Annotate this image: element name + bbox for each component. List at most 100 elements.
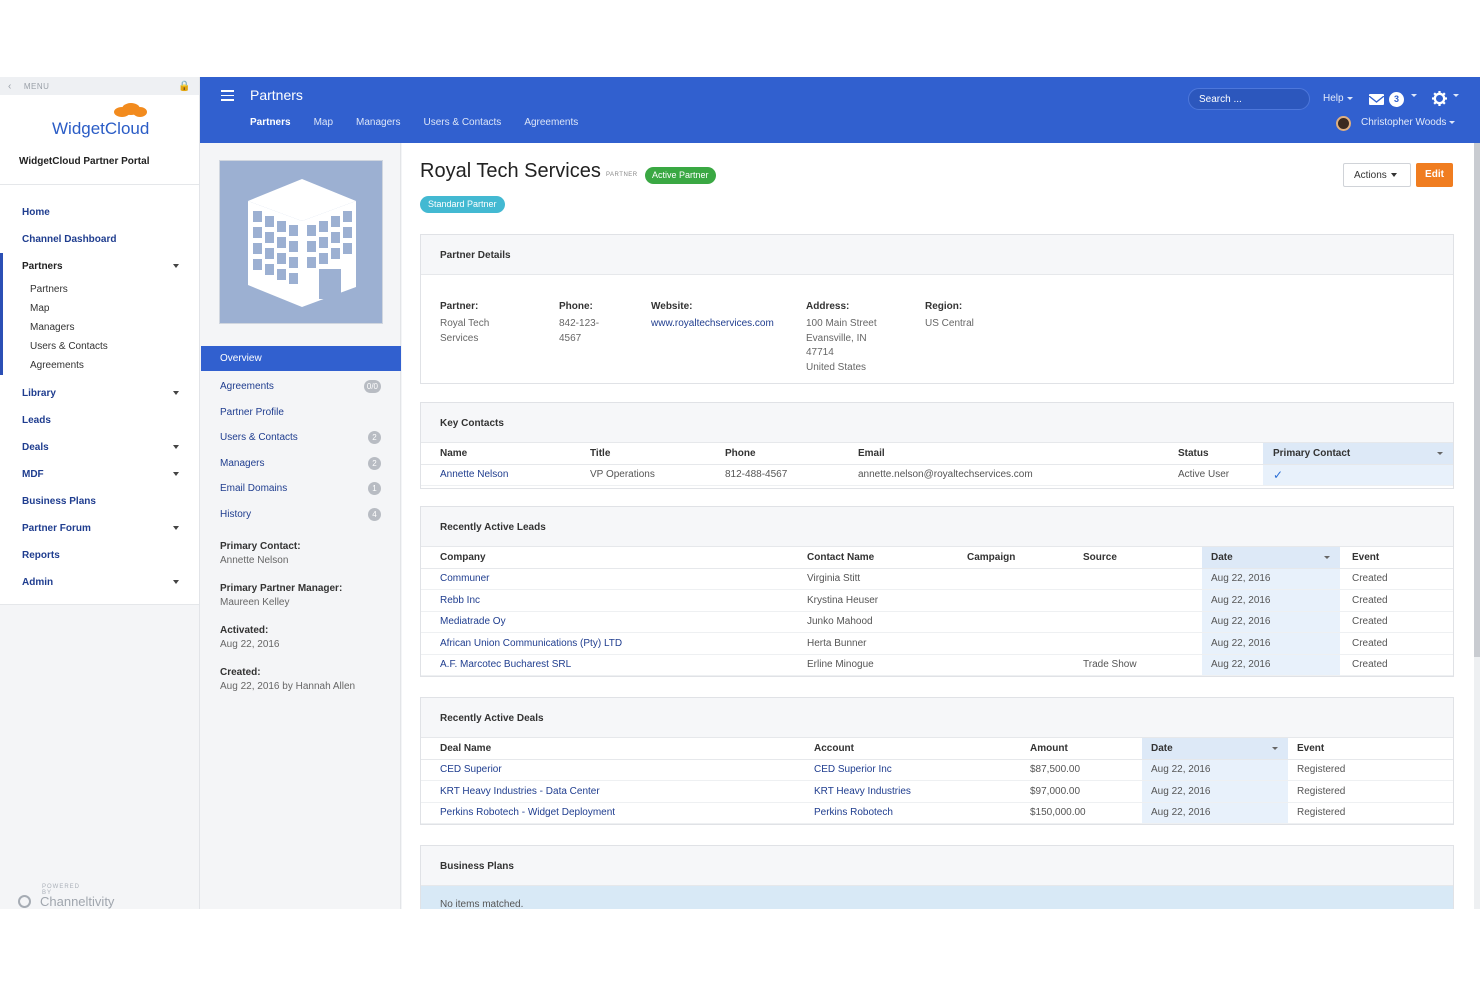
column-header[interactable]: Campaign	[948, 547, 1064, 569]
nav-sub-users-contacts[interactable]: Users & Contacts	[30, 341, 108, 352]
powered-by-name[interactable]: Channeltivity	[40, 894, 115, 909]
table-cell: Aug 22, 2016	[1202, 589, 1340, 612]
nav-sub-agreements[interactable]: Agreements	[30, 360, 84, 371]
column-header-sorted[interactable]: Date	[1202, 547, 1340, 569]
nav-reports[interactable]: Reports	[22, 550, 60, 561]
mail-icon[interactable]	[1368, 94, 1385, 105]
column-header[interactable]: Name	[421, 443, 571, 465]
field-label: Website:	[651, 301, 693, 312]
side-agreements[interactable]: Agreements 0/0	[201, 374, 401, 400]
primary-contact-value: Annette Nelson	[220, 555, 289, 566]
user-menu[interactable]: Christopher Woods	[1361, 117, 1456, 128]
hamburger-icon[interactable]	[221, 90, 234, 104]
contact-name-link[interactable]: Annette Nelson	[421, 464, 571, 486]
nav-leads[interactable]: Leads	[22, 415, 51, 426]
tab-partners[interactable]: Partners	[250, 117, 291, 128]
nav-admin[interactable]: Admin	[0, 569, 199, 596]
avatar[interactable]	[1336, 116, 1351, 131]
deal-name-link[interactable]: CED Superior	[421, 759, 795, 781]
help-menu[interactable]: Help	[1323, 93, 1353, 104]
checkmark-icon: ✓	[1273, 467, 1284, 482]
column-header[interactable]: Phone	[706, 443, 839, 465]
lock-icon[interactable]: 🔒	[178, 80, 191, 92]
nav-home[interactable]: Home	[22, 207, 50, 218]
column-header[interactable]: Company	[421, 547, 788, 569]
company-link[interactable]: Communer	[421, 568, 788, 590]
menu-bar: ‹ MENU 🔒	[0, 77, 199, 95]
company-link[interactable]: Mediatrade Oy	[421, 611, 788, 633]
company-link[interactable]: A.F. Marcotec Bucharest SRL	[421, 654, 788, 676]
edit-button[interactable]: Edit	[1416, 163, 1453, 187]
nav-business-plans[interactable]: Business Plans	[22, 496, 96, 507]
table-row: CED Superior CED Superior Inc $87,500.00…	[421, 759, 1453, 781]
side-item-label: Users & Contacts	[220, 432, 298, 444]
account-link[interactable]: CED Superior Inc	[795, 759, 1011, 781]
nav-sub-map[interactable]: Map	[30, 303, 50, 314]
table-cell: Krystina Heuser	[788, 589, 948, 612]
nav-sub-partners[interactable]: Partners	[30, 284, 68, 295]
side-item-label: Agreements	[220, 381, 274, 393]
column-header-sorted[interactable]: Date	[1142, 738, 1288, 760]
column-header-sorted[interactable]: Primary Contact	[1263, 443, 1453, 465]
side-history[interactable]: History 4	[201, 502, 401, 528]
search-input[interactable]: Search ...	[1188, 88, 1310, 110]
nav-sub-managers[interactable]: Managers	[30, 322, 75, 333]
deal-name-link[interactable]: KRT Heavy Industries - Data Center	[421, 780, 795, 803]
column-header[interactable]: Email	[839, 443, 1159, 465]
website-link[interactable]: www.royaltechservices.com	[651, 318, 774, 329]
account-link[interactable]: KRT Heavy Industries	[795, 780, 1011, 803]
side-managers[interactable]: Managers 2	[201, 451, 401, 477]
header-tabs: Partners Map Managers Users & Contacts A…	[250, 117, 601, 128]
column-header[interactable]: Account	[795, 738, 1011, 760]
table-cell: Aug 22, 2016	[1202, 654, 1340, 676]
nav-mdf[interactable]: MDF	[0, 461, 199, 488]
table-cell	[1064, 611, 1202, 633]
side-partner-profile[interactable]: Partner Profile	[201, 400, 401, 426]
nav-channel-dashboard[interactable]: Channel Dashboard	[22, 234, 117, 245]
nav-admin-label: Admin	[22, 577, 54, 588]
tab-agreements[interactable]: Agreements	[524, 117, 579, 128]
table-cell: Created	[1340, 568, 1453, 590]
caret-down-icon	[173, 526, 179, 530]
table-cell: Registered	[1288, 802, 1453, 824]
partner-name: Royal Tech Services	[420, 160, 601, 182]
nav-partners-group: Partners Partners Map Managers Users & C…	[0, 253, 199, 375]
chevron-left-icon[interactable]: ‹	[8, 80, 12, 92]
nav-deals[interactable]: Deals	[0, 434, 199, 461]
column-header[interactable]: Contact Name	[788, 547, 948, 569]
gear-icon[interactable]	[1432, 91, 1447, 106]
side-users-contacts[interactable]: Users & Contacts 2	[201, 425, 401, 451]
manager-value: Maureen Kelley	[220, 597, 290, 608]
column-header[interactable]: Source	[1064, 547, 1202, 569]
nav-partner-forum[interactable]: Partner Forum	[0, 515, 199, 542]
nav-library[interactable]: Library	[0, 380, 199, 407]
created-value: Aug 22, 2016 by Hannah Allen	[220, 681, 356, 692]
company-link[interactable]: African Union Communications (Pty) LTD	[421, 632, 788, 655]
tab-map[interactable]: Map	[313, 117, 334, 128]
table-cell: $97,000.00	[1011, 780, 1142, 803]
column-header[interactable]: Amount	[1011, 738, 1142, 760]
table-cell: Created	[1340, 632, 1453, 655]
scrollbar[interactable]	[1474, 143, 1480, 909]
column-header[interactable]: Deal Name	[421, 738, 795, 760]
tab-users-contacts[interactable]: Users & Contacts	[423, 117, 502, 128]
activated-value: Aug 22, 2016	[220, 639, 280, 650]
deal-name-link[interactable]: Perkins Robotech - Widget Deployment	[421, 802, 795, 824]
scrollbar-thumb[interactable]	[1474, 143, 1480, 657]
nav-partners[interactable]: Partners	[0, 253, 199, 280]
side-email-domains[interactable]: Email Domains 1	[201, 476, 401, 502]
column-header[interactable]: Event	[1340, 547, 1453, 569]
account-link[interactable]: Perkins Robotech	[795, 802, 1011, 824]
company-link[interactable]: Rebb Inc	[421, 589, 788, 612]
tab-managers[interactable]: Managers	[356, 117, 401, 128]
side-overview[interactable]: Overview	[201, 346, 401, 371]
caret-down-icon	[1346, 96, 1353, 100]
mail-count-badge[interactable]: 3	[1389, 92, 1404, 107]
actions-button[interactable]: Actions	[1343, 163, 1411, 187]
column-header[interactable]: Event	[1288, 738, 1453, 760]
column-header[interactable]: Title	[571, 443, 706, 465]
caret-down-icon	[173, 445, 179, 449]
brand-logo[interactable]: WidgetCloud	[52, 119, 150, 138]
column-header[interactable]: Status	[1159, 443, 1263, 465]
table-cell: Registered	[1288, 759, 1453, 781]
